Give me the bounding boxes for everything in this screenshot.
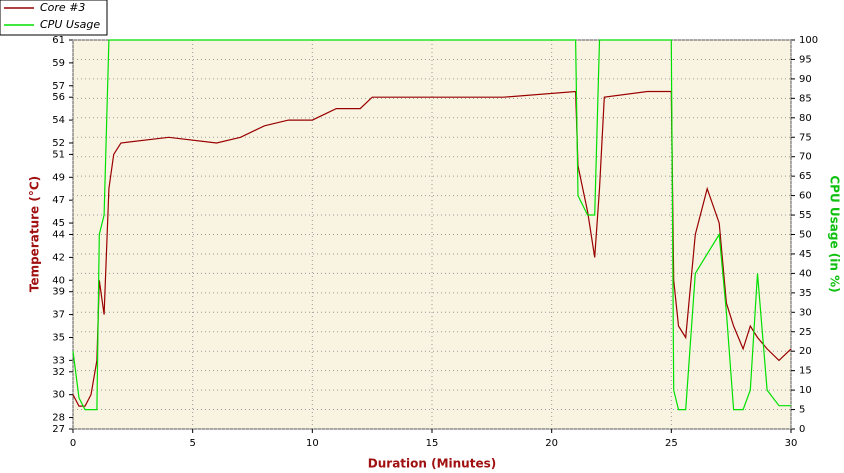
- y2-tick-label: 20: [799, 346, 812, 357]
- x-tick-label: 25: [665, 438, 678, 449]
- legend: [0, 0, 108, 36]
- y2-tick-label: 0: [799, 424, 805, 435]
- y-tick-label: 47: [52, 195, 65, 206]
- series-line: [72, 90, 792, 407]
- y-tick-label: 28: [52, 413, 65, 424]
- y2-tick-label: 10: [799, 385, 812, 396]
- y2-tick-label: 85: [799, 93, 812, 104]
- y2-tick-label: 30: [799, 307, 812, 318]
- legend-label: CPU Usage: [40, 18, 100, 31]
- y-tick-label: 51: [52, 149, 65, 160]
- y2-tick-label: 65: [799, 171, 812, 182]
- y-tick-label: 37: [52, 310, 65, 321]
- y-tick-label: 35: [52, 332, 65, 343]
- y2-tick-label: 90: [799, 74, 812, 85]
- y2-tick-label: 5: [799, 405, 805, 416]
- x-tick-label: 10: [306, 438, 319, 449]
- y-tick-label: 52: [52, 138, 65, 149]
- series-line: [72, 39, 791, 411]
- y-tick-label: 49: [52, 172, 65, 183]
- y-tick-label: 33: [52, 355, 65, 366]
- y2-tick-label: 100: [799, 35, 818, 46]
- y2-tick-label: 75: [799, 132, 812, 143]
- y-tick-label: 32: [52, 367, 65, 378]
- x-tick-label: 5: [189, 438, 195, 449]
- plot-area: [72, 39, 792, 430]
- y2-tick-label: 60: [799, 191, 812, 202]
- x-tick-label: 30: [785, 438, 798, 449]
- legend-label: Core #3: [40, 1, 85, 14]
- y2-tick-label: 45: [799, 249, 812, 260]
- y2-axis-title: CPU Usage (in %): [828, 175, 842, 292]
- x-tick-label: 0: [70, 438, 76, 449]
- y-tick-label: 56: [52, 92, 65, 103]
- y2-tick-label: 25: [799, 327, 812, 338]
- y2-tick-label: 40: [799, 268, 812, 279]
- y-tick-label: 54: [52, 115, 65, 126]
- x-axis-title: Duration (Minutes): [368, 457, 496, 471]
- y-tick-label: 44: [52, 230, 65, 241]
- y-tick-label: 30: [52, 390, 65, 401]
- y2-tick-label: 80: [799, 113, 812, 124]
- y-tick-label: 59: [52, 58, 65, 69]
- y-tick-label: 27: [52, 424, 65, 435]
- x-tick-label: 15: [426, 438, 439, 449]
- x-tick-label: 20: [545, 438, 558, 449]
- y-axis-title: Temperature (°C): [28, 176, 42, 292]
- y2-tick-label: 55: [799, 210, 812, 221]
- y-tick-label: 39: [52, 287, 65, 298]
- y-tick-label: 61: [52, 35, 65, 46]
- y2-tick-label: 35: [799, 288, 812, 299]
- y2-tick-label: 50: [799, 230, 812, 241]
- y2-tick-label: 95: [799, 54, 812, 65]
- y-tick-label: 57: [52, 81, 65, 92]
- y2-tick-label: 70: [799, 152, 812, 163]
- y2-tick-label: 15: [799, 366, 812, 377]
- y-tick-label: 42: [52, 252, 65, 263]
- y-tick-label: 45: [52, 218, 65, 229]
- y-tick-label: 40: [52, 275, 65, 286]
